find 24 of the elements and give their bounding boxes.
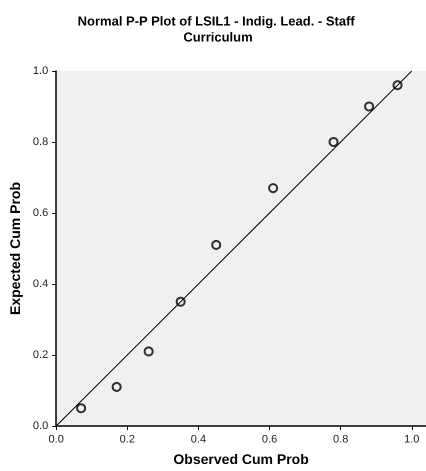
- y-tick-label: 0.4: [32, 278, 48, 290]
- point: [364, 102, 374, 112]
- point: [76, 403, 86, 414]
- x-tick-label: 1.0: [404, 434, 420, 446]
- point: [144, 346, 154, 356]
- y-axis-title: Expected Cum Prob: [7, 182, 23, 316]
- point: [211, 240, 222, 250]
- point: [328, 137, 339, 147]
- x-tick-label: 0.8: [333, 434, 348, 446]
- point: [268, 183, 278, 194]
- x-tick-label: 0.2: [120, 434, 135, 446]
- y-tick-label: 0.2: [32, 349, 48, 361]
- point: [176, 296, 186, 307]
- x-axis-title: Observed Cum Prob: [173, 451, 309, 467]
- y-tick-label: 0.6: [32, 207, 48, 219]
- point: [112, 382, 122, 392]
- y-tick-label: 0.0: [32, 420, 48, 432]
- y-tick-label: 0.8: [32, 136, 48, 148]
- x-tick-label: 0.0: [48, 434, 64, 446]
- y-tick-label: 1.0: [32, 65, 48, 77]
- point: [392, 80, 403, 90]
- x-tick-label: 0.6: [262, 434, 278, 446]
- x-tick-label: 0.4: [190, 434, 206, 446]
- chart-title: Normal P-P Plot of LSIL1 - Indig. Lead. - Staff Curriculum: [78, 14, 358, 44]
